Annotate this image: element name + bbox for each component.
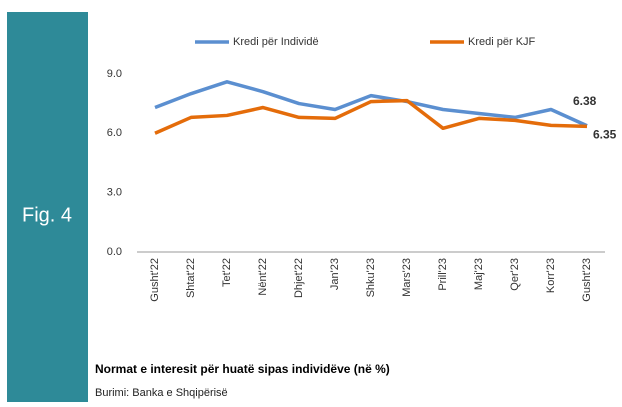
- data-label: 6.38: [573, 94, 597, 108]
- x-tick-label: Qer'23: [509, 258, 521, 291]
- x-tick-label: Maj'23: [473, 258, 485, 290]
- y-tick-label: 3.0: [107, 187, 122, 199]
- legend-label: Kredi për KJF: [468, 36, 536, 48]
- series-line: [154, 80, 588, 128]
- source: Burimi: Banka e Shqipërisë: [95, 387, 228, 399]
- x-tick-label: Gusht'23: [581, 258, 593, 302]
- y-tick-label: 9.0: [107, 68, 122, 80]
- figure-label: Fig. 4: [22, 204, 72, 226]
- x-tick-label: Shtat'22: [185, 258, 197, 298]
- y-tick-label: 6.0: [107, 127, 122, 139]
- series-line: [154, 98, 588, 135]
- caption: Normat e interesit për huatë sipas indiv…: [95, 362, 390, 376]
- y-tick-label: 0.0: [107, 246, 122, 258]
- x-tick-label: Dhjet'22: [293, 258, 305, 298]
- data-label: 6.35: [593, 127, 617, 141]
- x-tick-label: Tet'22: [221, 258, 233, 287]
- x-tick-label: Shku'23: [365, 258, 377, 297]
- legend-label: Kredi për Individë: [233, 36, 319, 48]
- x-tick-label: Nënt'22: [257, 258, 269, 296]
- x-tick-label: Jan'23: [329, 258, 341, 290]
- x-tick-label: Korr'23: [545, 258, 557, 293]
- figure-band: [7, 12, 88, 402]
- x-tick-label: Mars'23: [401, 258, 413, 297]
- x-tick-label: Gusht'22: [149, 258, 161, 302]
- x-tick-label: Prill'23: [437, 258, 449, 291]
